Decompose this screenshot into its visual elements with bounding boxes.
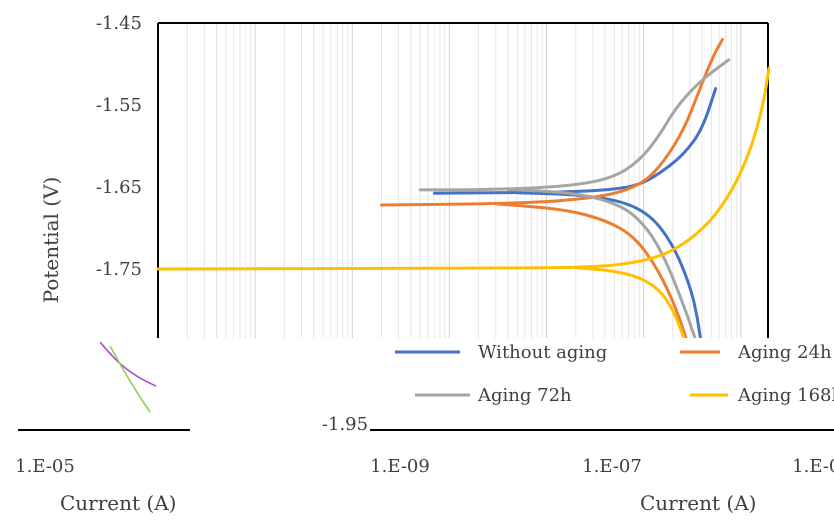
- x-tick-label: 1.E-09: [370, 456, 430, 477]
- series-line-cathodic: [574, 266, 695, 369]
- legend-label: Aging 72h: [477, 385, 572, 406]
- legend: Without aging Aging 24h Aging 72h Aging 168…: [395, 342, 834, 406]
- x-tick-label: 1.E-07: [582, 456, 642, 477]
- series-line-cathodic: [494, 202, 700, 369]
- legend-label: Without aging: [478, 342, 607, 363]
- series-line-anodic: [380, 37, 725, 207]
- inset-thumbnail: [99, 341, 157, 413]
- y-overlay-tick: -1.95: [322, 414, 368, 435]
- y-tick-label: -1.75: [96, 259, 142, 280]
- x-tick-label: 1.E-05: [792, 456, 834, 477]
- y-tick-label: -1.45: [96, 13, 142, 34]
- x-tick-label: 1.E-05: [15, 456, 75, 477]
- minor-gridlines: [186, 24, 742, 340]
- x-axis-title-right: Current (A): [640, 491, 756, 515]
- series-lines: [156, 37, 771, 369]
- x-tick-labels: 1.E-05 1.E-09 1.E-07 1.E-05: [15, 456, 834, 477]
- series-line-cathodic: [515, 191, 707, 369]
- series-line-anodic: [156, 66, 771, 271]
- series-line-anodic: [418, 58, 731, 192]
- series-line-cathodic: [506, 188, 706, 369]
- inset-curve-green: [109, 345, 151, 413]
- legend-label: Aging 24h: [737, 342, 832, 363]
- y-axis-title: Potential (V): [39, 177, 63, 304]
- y-tick-label: -1.65: [96, 177, 142, 198]
- legend-band: [0, 338, 834, 529]
- legend-label: Aging 168h: [737, 385, 834, 406]
- y-tick-label: -1.55: [96, 95, 142, 116]
- x-axis-title-left: Current (A): [60, 491, 176, 515]
